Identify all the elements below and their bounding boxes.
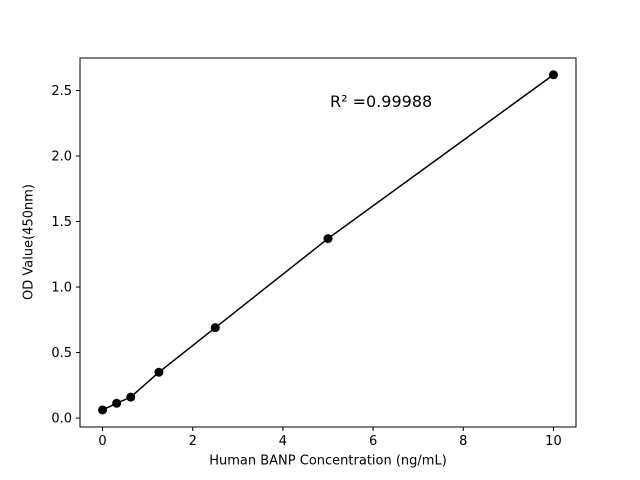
x-tick-label: 2	[189, 434, 197, 449]
x-tick-label: 0	[98, 434, 106, 449]
y-tick-label: 1.5	[51, 215, 72, 230]
y-tick-label: 1.0	[51, 281, 72, 296]
r-squared-annotation: R² =0.99988	[330, 92, 433, 111]
x-tick-label: 6	[369, 434, 377, 449]
plot-frame	[79, 57, 577, 428]
y-tick-label: 0.5	[51, 346, 72, 361]
x-tick-label: 8	[459, 434, 467, 449]
data-point	[154, 367, 164, 377]
data-point	[548, 70, 558, 80]
data-point	[126, 392, 136, 402]
data-point	[112, 398, 122, 408]
data-point	[323, 234, 333, 244]
y-axis-label: OD Value(450nm)	[21, 184, 37, 300]
x-tick-label: 4	[279, 434, 287, 449]
y-tick-label: 0.0	[51, 412, 72, 427]
y-tick-label: 2.5	[51, 84, 72, 99]
y-tick-label: 2.0	[51, 150, 72, 165]
data-point	[98, 405, 108, 415]
data-point	[210, 323, 220, 333]
x-axis-label: Human BANP Concentration (ng/mL)	[209, 453, 447, 469]
x-tick-label: 10	[545, 434, 562, 449]
